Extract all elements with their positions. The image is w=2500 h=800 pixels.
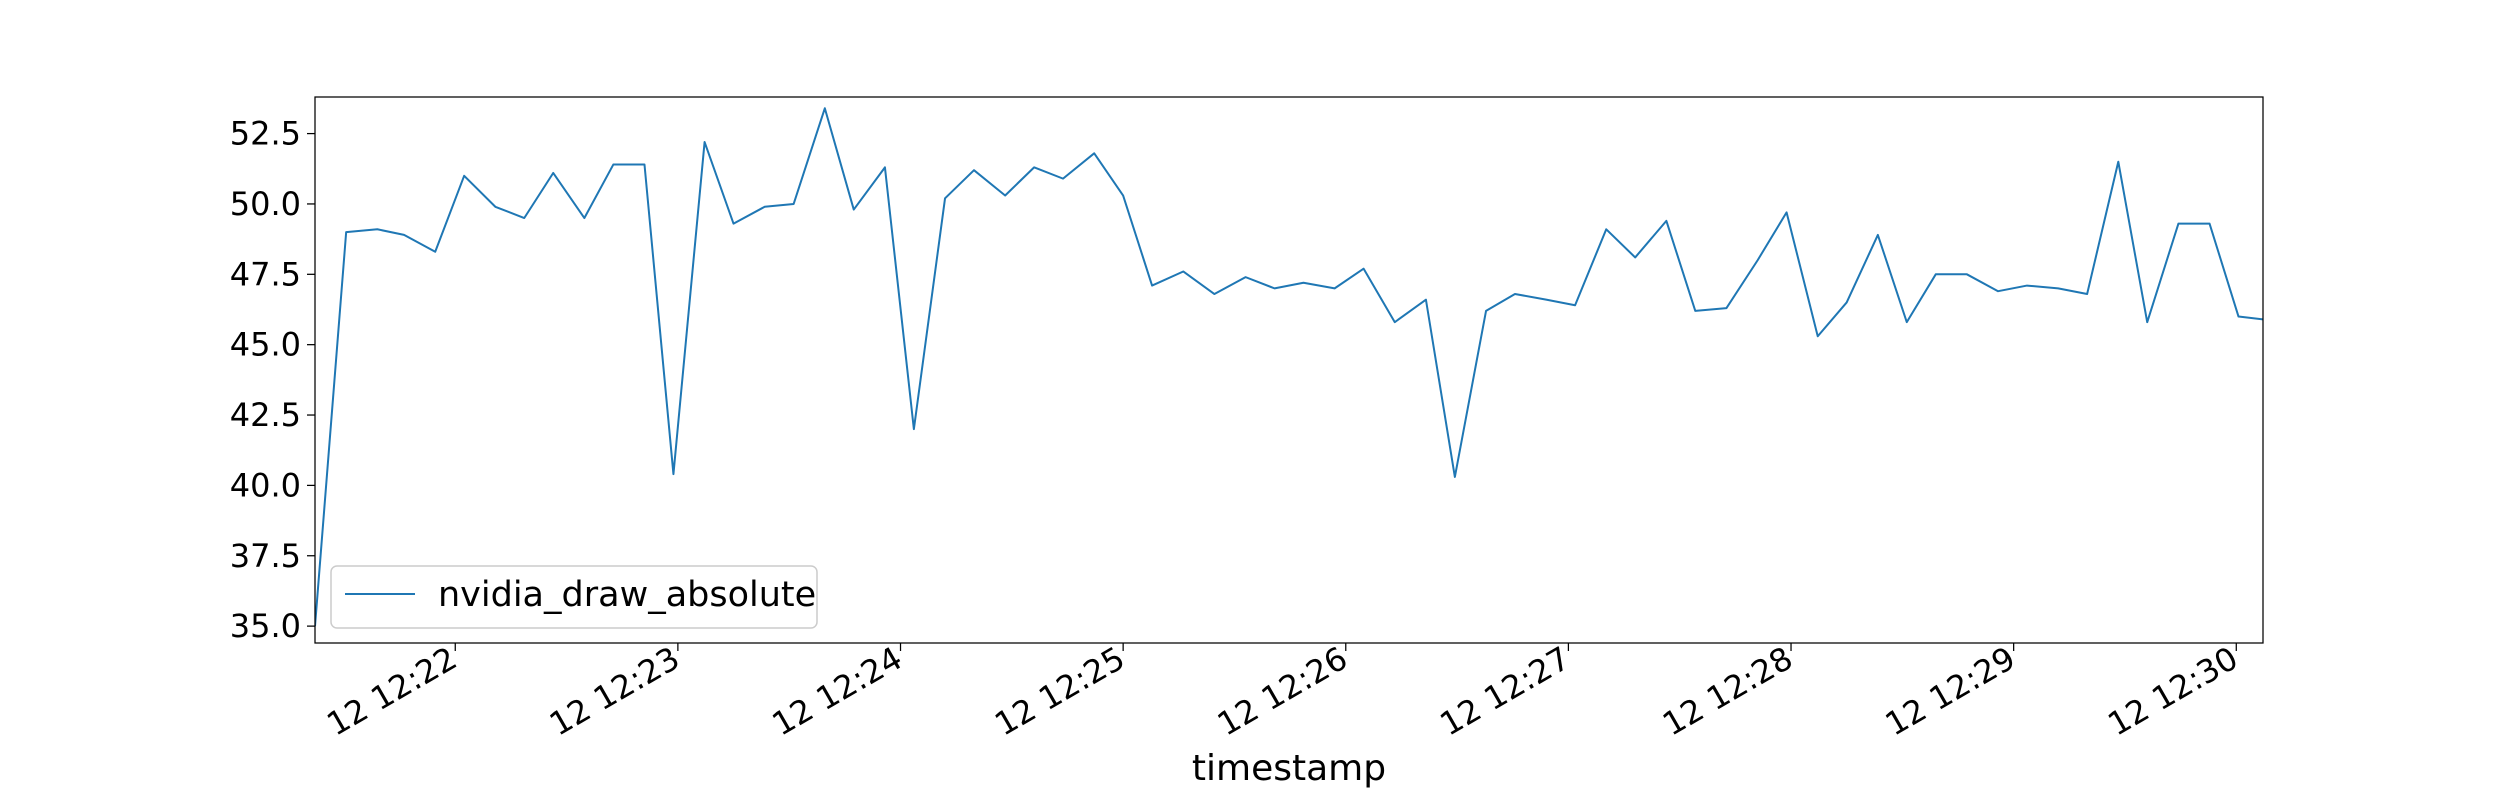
y-tick-label: 35.0: [230, 607, 301, 645]
legend-box: [330, 565, 818, 629]
y-tick-label: 42.5: [230, 396, 301, 434]
legend: nvidia_draw_absolute: [330, 565, 818, 629]
legend-label: nvidia_draw_absolute: [438, 575, 816, 615]
y-tick-label: 47.5: [230, 255, 301, 293]
plot-area: [315, 107, 2263, 627]
y-tick-label: 45.0: [230, 326, 301, 364]
y-tick-label: 40.0: [230, 466, 301, 504]
series-line-0: [315, 107, 2263, 627]
y-tick-label: 52.5: [230, 115, 301, 153]
y-tick-label: 50.0: [230, 185, 301, 223]
axes-frame: [314, 96, 2264, 644]
y-tick-label: 37.5: [230, 537, 301, 575]
x-axis-label: timestamp: [1192, 748, 1386, 789]
